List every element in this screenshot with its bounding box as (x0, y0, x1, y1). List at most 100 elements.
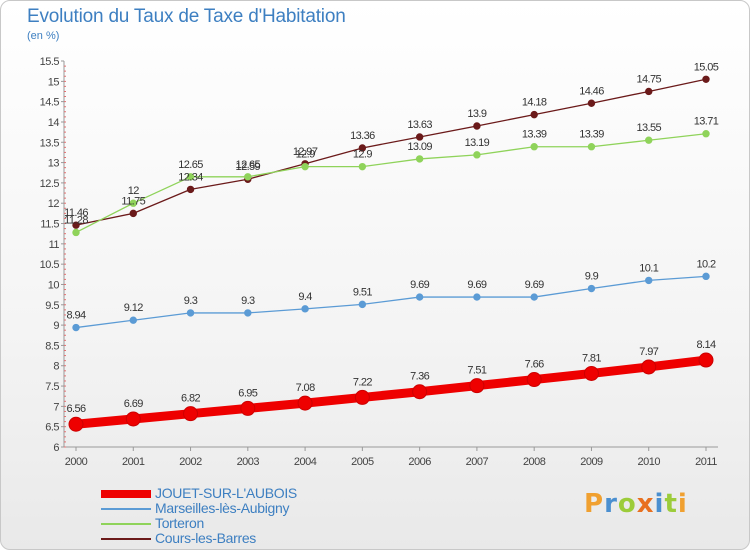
data-point (587, 143, 596, 151)
legend-label: Marseilles-lès-Aubigny (155, 500, 290, 516)
legend-label: JOUET-SUR-L'AUBOIS (155, 485, 297, 501)
logo-letter: x (636, 489, 655, 519)
y-tick-label: 15.5 (40, 56, 60, 68)
x-tick-label: 2011 (695, 456, 717, 468)
legend-label: Cours-les-Barres (155, 530, 256, 546)
data-label: 9.12 (124, 302, 143, 314)
data-label: 11.75 (121, 195, 145, 207)
data-label: 14.46 (579, 85, 604, 97)
logo-letter: t (664, 489, 678, 519)
data-label: 13.39 (522, 129, 547, 141)
series-line (71, 355, 711, 429)
data-point (469, 378, 485, 394)
data-label: 14.75 (636, 73, 661, 85)
y-tick-label: 15 (48, 76, 60, 88)
data-point (645, 136, 653, 144)
data-point (244, 173, 252, 181)
data-label: 9.3 (241, 295, 255, 307)
data-label: 10.2 (696, 258, 715, 270)
data-label: 12.9 (296, 149, 315, 161)
y-tick-label: 12 (48, 198, 60, 210)
data-point (186, 173, 195, 181)
data-label: 7.22 (353, 376, 372, 388)
data-label: 9.51 (353, 286, 372, 298)
data-point (354, 389, 370, 405)
y-tick-label: 14 (48, 117, 60, 129)
logo-letter: i (654, 489, 665, 519)
data-point (415, 293, 424, 301)
y-tick-label: 9.5 (45, 300, 59, 312)
data-point (530, 110, 538, 119)
series-line (75, 275, 707, 329)
data-label: 11.46 (64, 207, 88, 219)
y-tick-label: 9 (53, 320, 59, 332)
data-point (641, 359, 657, 375)
data-label: 13.71 (694, 116, 719, 128)
data-point (129, 199, 137, 207)
x-tick-label: 2005 (351, 456, 374, 468)
data-label: 9.3 (184, 295, 198, 307)
legend-label: Torteron (155, 515, 204, 531)
y-tick-label: 8.5 (45, 340, 59, 352)
data-point (183, 406, 199, 422)
data-label: 7.66 (525, 359, 544, 371)
data-point (72, 228, 80, 237)
logo-letter: r (604, 489, 618, 519)
legend-swatch (101, 508, 151, 510)
data-label: 13.39 (579, 129, 604, 141)
y-tick-label: 11.5 (40, 219, 59, 231)
logo-letter: o (617, 489, 637, 519)
data-point (358, 300, 367, 309)
data-point (530, 293, 538, 301)
data-point (530, 143, 538, 151)
proxiti-logo: Proxiti (584, 489, 688, 519)
data-label: 15.05 (694, 61, 719, 73)
y-tick-label: 10 (48, 279, 60, 291)
data-label: 13.9 (467, 108, 486, 120)
data-label: 8.94 (66, 310, 85, 322)
data-label: 7.51 (467, 365, 486, 377)
series-3 (72, 75, 710, 229)
series-0 (68, 352, 714, 432)
data-label: 6.82 (181, 393, 200, 405)
data-point (702, 130, 710, 138)
data-label: 6.95 (238, 387, 257, 399)
y-tick-label: 11 (49, 239, 60, 251)
y-tick-label: 6.5 (45, 422, 59, 434)
logo-letter: i (677, 489, 688, 519)
data-point (72, 323, 80, 332)
x-tick-label: 2010 (637, 456, 660, 468)
data-point (129, 316, 137, 324)
data-point (645, 87, 653, 96)
data-label: 9.4 (298, 291, 312, 303)
data-label: 12.97 (293, 146, 318, 158)
x-tick-label: 2000 (65, 456, 88, 468)
data-label: 7.36 (410, 371, 429, 383)
data-label: 10.1 (639, 262, 658, 274)
series-2 (72, 130, 710, 237)
data-label: 13.63 (407, 119, 432, 131)
data-label: 12.9 (353, 149, 372, 161)
data-label: 9.69 (525, 279, 544, 291)
data-label: 7.97 (639, 346, 658, 358)
logo-letter: P (584, 489, 605, 519)
data-label: 12 (128, 185, 140, 197)
series-line (75, 78, 707, 226)
x-tick-label: 2009 (580, 456, 603, 468)
data-point (587, 99, 596, 107)
data-label: 12.59 (236, 161, 261, 173)
data-point (415, 133, 424, 141)
data-point (244, 309, 252, 317)
data-point (473, 151, 481, 159)
data-point (301, 162, 309, 171)
legend-swatch (101, 490, 151, 498)
data-point (473, 293, 481, 301)
data-label: 13.55 (636, 122, 661, 134)
data-point (473, 122, 481, 130)
data-label: 6.69 (124, 398, 143, 410)
data-point (412, 384, 428, 400)
data-point (415, 155, 424, 163)
data-point (645, 276, 653, 285)
